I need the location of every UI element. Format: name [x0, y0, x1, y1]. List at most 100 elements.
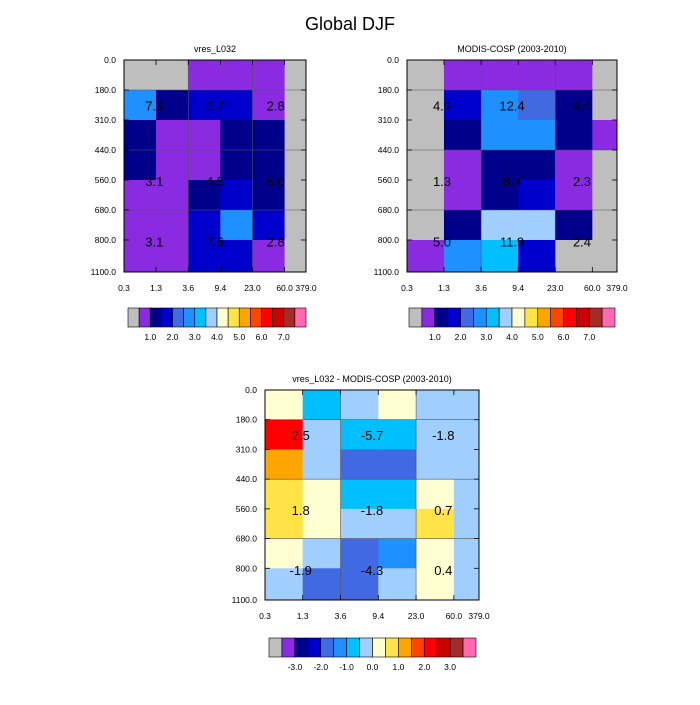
- heatmap-cell: [592, 179, 618, 211]
- heatmap-cell: [252, 120, 286, 151]
- heatmap-cell: [378, 538, 417, 569]
- heatmap-cell: [265, 449, 304, 480]
- data-label: -1.8: [432, 428, 454, 443]
- heatmap-panel-2: 0.0 180.0 310.0 440.0 560.0 680.0 800.0 1100.00…: [374, 44, 628, 342]
- data-label: 2.8: [267, 235, 285, 250]
- heatmap-cell: [481, 120, 519, 151]
- colorbar-box: [524, 307, 539, 328]
- heatmap-cell: [188, 149, 221, 181]
- heatmap-cell: [302, 568, 341, 601]
- heatmap-cell: [453, 419, 480, 450]
- heatmap-cell: [340, 419, 379, 450]
- heatmap-cell: [481, 60, 519, 91]
- colorbar-box: [272, 307, 285, 328]
- heatmap-cell: [555, 90, 593, 121]
- heatmap-cell: [284, 90, 307, 121]
- heatmap-cell: [453, 538, 480, 569]
- panel-title: vres_L032: [194, 44, 236, 54]
- heatmap-cell: [518, 90, 556, 121]
- data-label: 5.0: [267, 174, 285, 189]
- data-label: 4.9: [433, 98, 451, 113]
- heatmap-cell: [407, 120, 445, 151]
- x-tick-label: 60.0: [276, 283, 293, 293]
- heatmap-cell: [378, 568, 417, 601]
- data-label: 1.3: [433, 174, 451, 189]
- heatmap-cell: [220, 60, 253, 91]
- x-tick-label: 379.0: [295, 283, 317, 293]
- colorbar-box: [423, 637, 438, 658]
- heatmap-cell: [156, 209, 189, 241]
- y-tick-label: 1100.0: [91, 267, 117, 277]
- colorbar-label: -3.0: [288, 662, 303, 672]
- colorbar-box: [294, 637, 309, 658]
- colorbar-box: [333, 637, 347, 658]
- y-tick-label: 180.0: [95, 85, 117, 95]
- colorbar-label: 2.0: [418, 662, 430, 672]
- heatmap-cell: [453, 390, 480, 421]
- colorbar: 1.0 2.0 3.0 4.0 5.0 6.0 7.0: [127, 307, 307, 342]
- colorbar-box: [261, 307, 273, 328]
- heatmap-cell: [302, 538, 341, 569]
- colorbar-label: 3.0: [189, 332, 201, 342]
- heatmap-cell: [555, 149, 593, 181]
- x-tick-label: 60.0: [446, 611, 463, 621]
- data-label: 3.1: [145, 235, 163, 250]
- heatmap-cell: [555, 239, 593, 273]
- heatmap-cell: [124, 60, 157, 91]
- heatmap-cell: [220, 239, 253, 273]
- heatmap-cell: [284, 179, 307, 211]
- heatmap-cell: [416, 538, 455, 569]
- colorbar-box: [307, 637, 322, 658]
- heatmap-cell: [378, 479, 417, 510]
- heatmap-cell: [443, 149, 482, 181]
- data-label: -5.7: [361, 428, 383, 443]
- data-label: 2.3: [573, 174, 591, 189]
- colorbar-box: [268, 637, 283, 658]
- y-tick-label: 0.0: [245, 385, 257, 395]
- heatmap-cell: [284, 209, 307, 241]
- y-tick-label: 680.0: [378, 205, 400, 215]
- data-label: 5.0: [433, 235, 451, 250]
- colorbar-box: [127, 307, 140, 328]
- heatmap-cell: [481, 239, 519, 273]
- colorbar-box: [283, 307, 296, 328]
- x-tick-label: 9.4: [214, 283, 226, 293]
- data-label: 4.6: [573, 98, 591, 113]
- y-tick-label: 440.0: [95, 145, 117, 155]
- heatmap-cell: [252, 90, 286, 121]
- y-tick-label: 1100.0: [374, 267, 400, 277]
- x-tick-label: 9.4: [512, 283, 524, 293]
- heatmap-cell: [252, 149, 286, 181]
- colorbar-label: 6.0: [256, 332, 268, 342]
- x-tick-label: 23.0: [244, 283, 261, 293]
- heatmap-cell: [416, 449, 455, 480]
- heatmap-cell: [592, 239, 618, 273]
- x-tick-label: 0.3: [118, 283, 130, 293]
- heatmap-cell: [252, 209, 286, 241]
- colorbar-box: [161, 307, 173, 328]
- heatmap-cell: [592, 90, 618, 121]
- panel-title: vres_L032 - MODIS-COSP (2003-2010): [292, 374, 451, 384]
- heatmap-cell: [265, 479, 304, 510]
- heatmap-cell: [220, 90, 253, 121]
- heatmap-cell: [592, 60, 618, 91]
- heatmap-cell: [340, 449, 379, 480]
- y-tick-label: 0.0: [387, 55, 399, 65]
- y-tick-label: 0.0: [104, 55, 116, 65]
- colorbar-box: [563, 307, 577, 328]
- heatmap-cell: [416, 390, 455, 421]
- y-tick-label: 800.0: [236, 563, 258, 573]
- colorbar-label: 1.0: [392, 662, 404, 672]
- heatmap-cell: [220, 120, 253, 151]
- colorbar-box: [460, 307, 474, 328]
- colorbar-box: [434, 307, 448, 328]
- colorbar-box: [462, 637, 477, 658]
- heatmap-cell: [284, 149, 307, 181]
- heatmap-panel-1: 0.0 180.0 310.0 440.0 560.0 680.0 800.0 1100.00…: [91, 44, 317, 342]
- y-tick-label: 560.0: [236, 504, 258, 514]
- x-tick-label: 1.3: [297, 611, 309, 621]
- heatmap-cell: [284, 60, 307, 91]
- heatmap-cell: [416, 508, 455, 539]
- heatmap-cell: [518, 149, 556, 181]
